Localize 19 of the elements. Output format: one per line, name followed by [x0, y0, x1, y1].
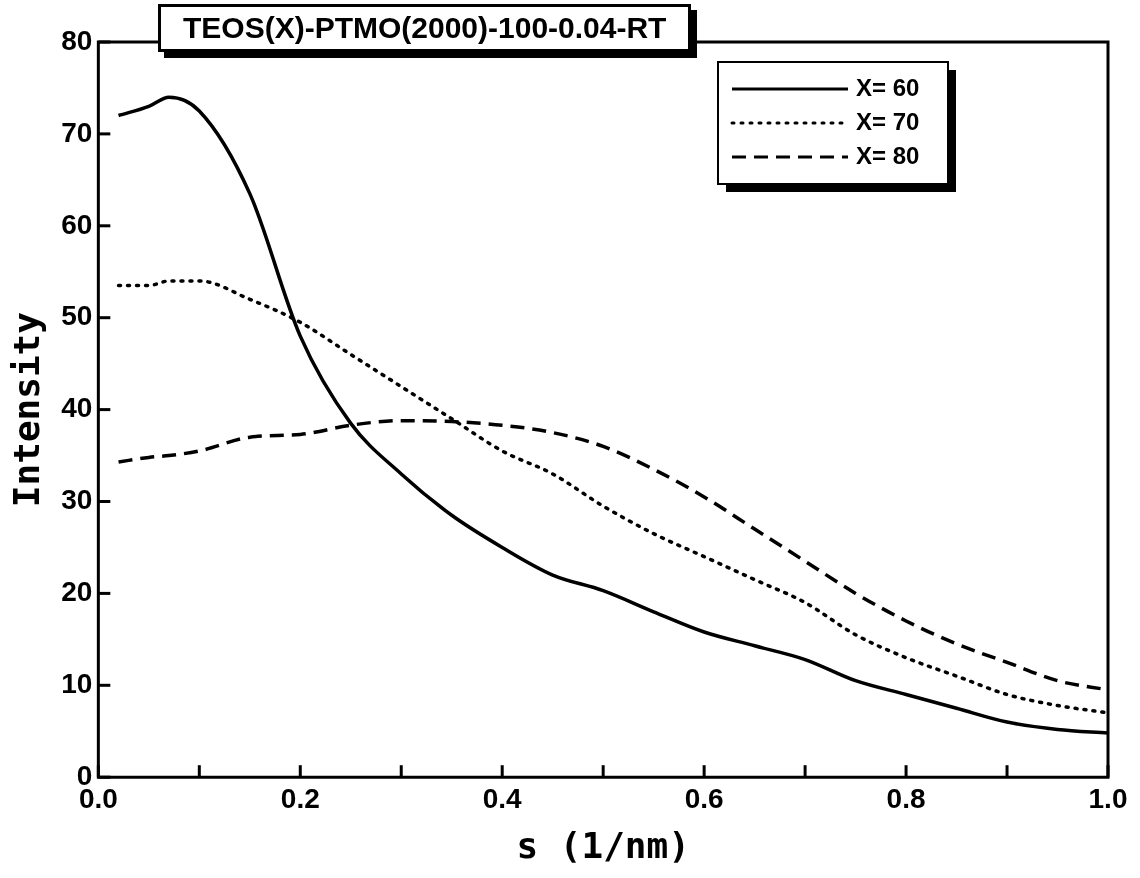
chart-title: TEOS(X)-PTMO(2000)-100-0.04-RT — [158, 4, 692, 52]
y-tick-label: 70 — [61, 116, 93, 148]
x-axis-title: s (1/nm) — [516, 824, 690, 866]
x-tick-label: 0.8 — [886, 782, 926, 814]
x-tick-label: 1.0 — [1088, 782, 1128, 814]
y-tick-label: 40 — [61, 392, 93, 424]
y-tick-label: 10 — [61, 668, 93, 700]
x-tick-label: 0.6 — [684, 782, 724, 814]
y-tick-label: 60 — [61, 208, 93, 240]
y-tick-label: 50 — [61, 300, 93, 332]
y-axis-title: Intensity — [5, 312, 47, 508]
legend-label: X= 80 — [856, 141, 920, 169]
legend-label: X= 70 — [856, 107, 920, 135]
y-tick-label: 20 — [61, 576, 93, 608]
y-tick-label: 30 — [61, 484, 93, 516]
x-tick-label: 0.2 — [280, 782, 320, 814]
x-tick-label: 0.4 — [482, 782, 523, 814]
legend-label: X= 60 — [856, 73, 920, 101]
y-tick-label: 80 — [61, 24, 93, 56]
